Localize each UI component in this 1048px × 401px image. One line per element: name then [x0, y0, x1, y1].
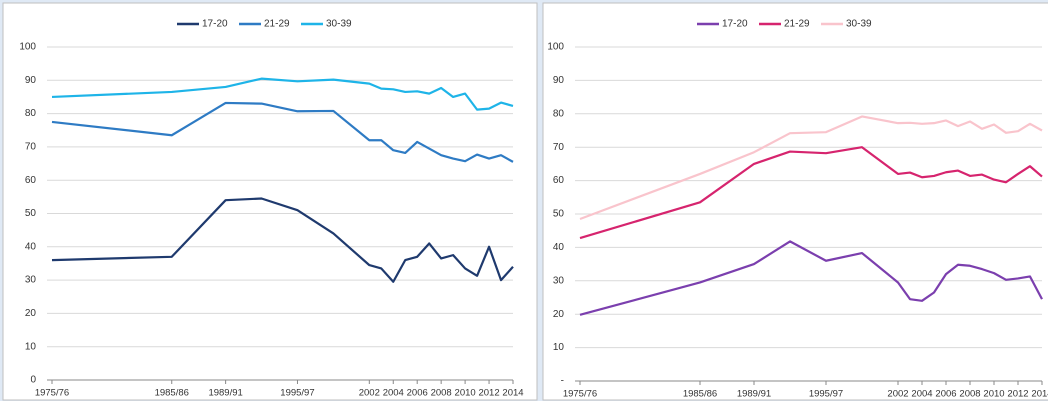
x-tick-label: 1995/97 — [809, 389, 843, 400]
y-tick-label: 50 — [25, 208, 37, 219]
y-tick-label: 10 — [553, 342, 565, 353]
y-tick-label: 20 — [553, 309, 565, 320]
y-tick-label: 50 — [553, 209, 565, 220]
y-tick-label: - — [561, 376, 564, 387]
legend-label: 30-39 — [326, 19, 352, 30]
legend-label: 30-39 — [846, 19, 872, 30]
x-tick-label: 2004 — [383, 388, 404, 399]
y-tick-label: 70 — [25, 142, 37, 153]
y-tick-label: 10 — [25, 341, 37, 352]
x-tick-label: 1985/86 — [155, 388, 189, 399]
y-tick-label: 80 — [25, 108, 37, 119]
series-line — [51, 101, 514, 163]
x-tick-label: 2008 — [959, 389, 980, 400]
series-line — [51, 197, 514, 283]
x-tick-label: 2006 — [407, 388, 428, 399]
x-tick-label: 2014 — [502, 388, 523, 399]
x-tick-label: 1985/86 — [683, 389, 717, 400]
x-tick-label: 1995/97 — [280, 388, 314, 399]
x-tick-label: 2004 — [911, 389, 932, 400]
panel-right — [542, 2, 1048, 401]
y-tick-label: 80 — [553, 108, 565, 119]
x-tick-label: 2002 — [887, 389, 908, 400]
series-line — [579, 115, 1043, 221]
y-tick-label: 60 — [553, 175, 565, 186]
x-tick-label: 1975/76 — [35, 388, 69, 399]
x-tick-label: 1989/91 — [208, 388, 242, 399]
legend-label: 17-20 — [722, 19, 748, 30]
y-tick-label: 100 — [19, 42, 36, 53]
y-tick-label: 0 — [30, 375, 36, 386]
x-tick-label: 2012 — [478, 388, 499, 399]
y-tick-label: 40 — [25, 241, 37, 252]
y-tick-label: 30 — [553, 275, 565, 286]
x-tick-label: 1975/76 — [563, 389, 597, 400]
x-tick-label: 2006 — [935, 389, 956, 400]
x-tick-label: 2010 — [455, 388, 476, 399]
legend-label: 21-29 — [264, 19, 290, 30]
y-tick-label: 30 — [25, 275, 37, 286]
y-tick-label: 90 — [25, 75, 37, 86]
y-tick-label: 100 — [547, 42, 564, 53]
y-tick-label: 20 — [25, 308, 37, 319]
legend-label: 21-29 — [784, 19, 810, 30]
y-tick-label: 90 — [553, 75, 565, 86]
series-line — [51, 77, 514, 111]
x-tick-label: 2012 — [1007, 389, 1028, 400]
series-line — [579, 240, 1043, 316]
x-tick-label: 2010 — [983, 389, 1004, 400]
x-tick-label: 2002 — [359, 388, 380, 399]
y-tick-label: 40 — [553, 242, 565, 253]
y-tick-label: 60 — [25, 175, 37, 186]
x-tick-label: 2008 — [431, 388, 452, 399]
y-tick-label: 70 — [553, 142, 565, 153]
legend-label: 17-20 — [202, 19, 228, 30]
x-tick-label: 2014 — [1031, 389, 1048, 400]
x-tick-label: 1989/91 — [737, 389, 771, 400]
series-line — [579, 146, 1043, 240]
